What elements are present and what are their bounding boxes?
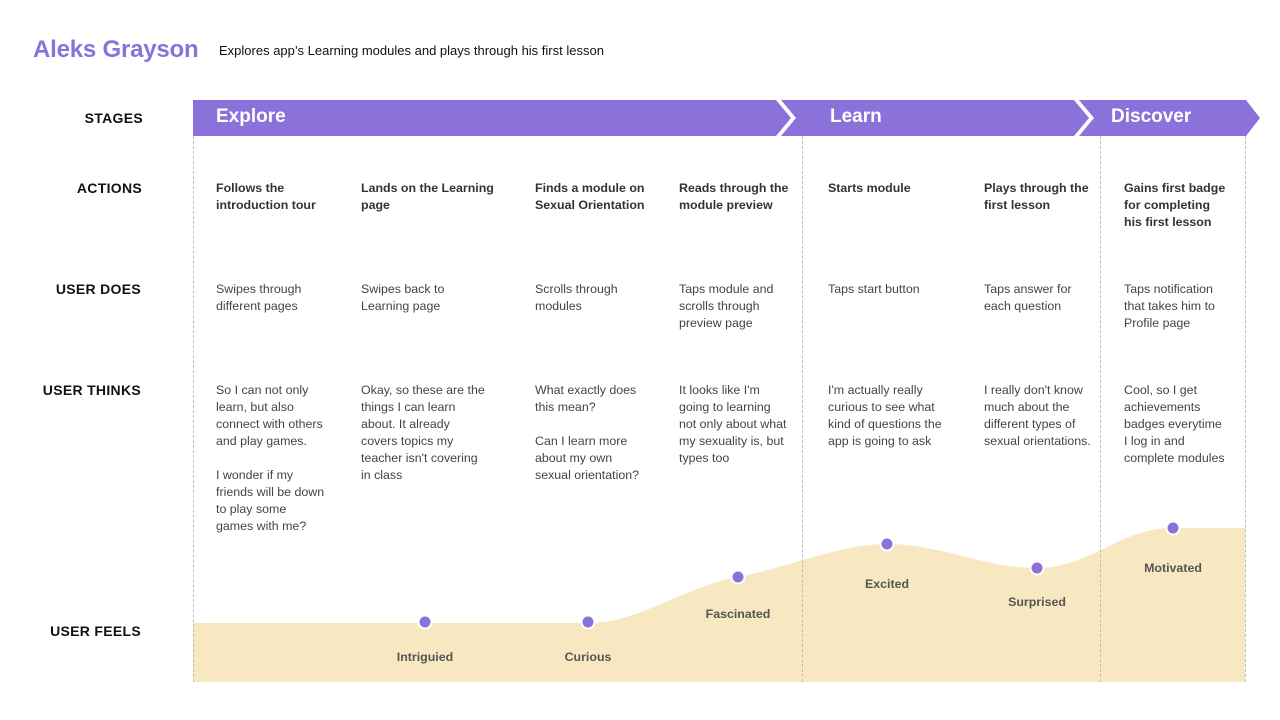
row-label-user-thinks: USER THINKS: [42, 382, 141, 398]
user-does-cell: Taps start button: [828, 282, 920, 296]
emotion-label-curious: Curious: [564, 650, 612, 664]
emotion-label-intriguied: Intriguied: [396, 650, 454, 664]
user-thinks-cell: It looks like I'm going to learning not …: [679, 383, 787, 465]
emotion-label-motivated: Motivated: [1144, 561, 1202, 575]
user-does-cell: Taps answer for each question: [984, 282, 1072, 313]
action-cell: Lands on the Learning page: [361, 181, 494, 212]
action-cell: Follows the introduction tour: [216, 181, 316, 212]
user-thinks-cell: What exactly does this mean? Can I learn…: [535, 383, 640, 482]
emotion-point-curious: [580, 614, 596, 630]
user-thinks-cell: So I can not only learn, but also connec…: [216, 383, 325, 533]
stage-chevron-discover: [1079, 100, 1260, 136]
stage-divider-learn-discover: [1100, 136, 1101, 682]
action-cell: Starts module: [828, 181, 911, 195]
stage-chevron-explore: [193, 100, 791, 136]
emotion-curve-area: [193, 528, 1245, 682]
stage-bar: [193, 100, 1260, 136]
user-does-cell: Taps notification that takes him to Prof…: [1124, 282, 1215, 330]
stage-divider-right: [1245, 136, 1246, 682]
emotion-point-fascinated: [730, 569, 746, 585]
emotion-label-excited: Excited: [864, 577, 910, 591]
emotion-point-motivated: [1165, 520, 1181, 536]
emotion-point-surprised: [1029, 560, 1045, 576]
row-label-user-does: USER DOES: [55, 281, 141, 297]
action-cell: Gains first badge for completing his fir…: [1124, 181, 1226, 229]
emotion-label-surprised: Surprised: [1008, 595, 1066, 609]
user-does-cell: Swipes through different pages: [216, 282, 302, 313]
stage-label-explore: Explore: [216, 106, 286, 127]
stage-label-discover: Discover: [1111, 106, 1192, 127]
row-label-actions: ACTIONS: [76, 180, 142, 196]
stage-divider-explore-learn: [802, 136, 803, 682]
user-thinks-cell: I really don't know much about the diffe…: [984, 383, 1091, 448]
row-label-stages: STAGES: [84, 110, 143, 126]
user-does-cell: Scrolls through modules: [535, 282, 618, 313]
scenario-description: Explores app’s Learning modules and play…: [219, 43, 604, 58]
user-does-cell: Taps module and scrolls through preview …: [679, 282, 774, 330]
stage-label-learn: Learn: [830, 106, 882, 127]
action-cell: Plays through the first lesson: [984, 181, 1089, 212]
action-cell: Reads through the module preview: [679, 181, 789, 212]
emotion-point-intriguied: [417, 614, 433, 630]
persona-name: Aleks Grayson: [33, 36, 199, 63]
user-thinks-cell: I'm actually really curious to see what …: [828, 383, 942, 448]
action-cell: Finds a module on Sexual Orientation: [535, 181, 645, 212]
row-label-user-feels: USER FEELS: [50, 623, 141, 639]
user-thinks-cell: Cool, so I get achievements badges every…: [1124, 383, 1225, 465]
stage-chevron-learn: [781, 100, 1089, 136]
emotion-label-fascinated: Fascinated: [705, 607, 771, 621]
user-does-cell: Swipes back to Learning page: [361, 282, 445, 313]
user-thinks-cell: Okay, so these are the things I can lear…: [361, 383, 485, 482]
stage-divider-left: [193, 136, 194, 682]
emotion-point-excited: [879, 536, 895, 552]
